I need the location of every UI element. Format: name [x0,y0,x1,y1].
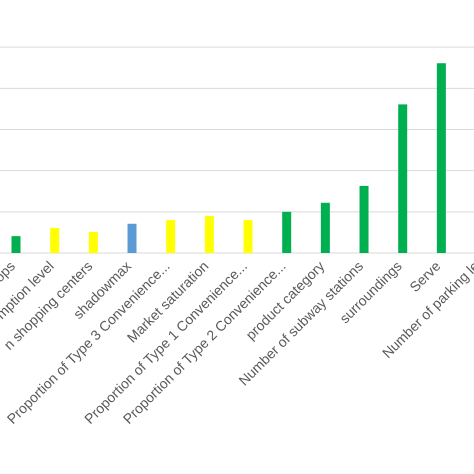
bar [243,220,253,253]
bar [127,223,137,253]
bar [88,232,98,253]
bar [320,202,330,253]
bar [359,185,369,253]
bar [282,211,292,253]
bar [204,215,214,253]
bar [50,227,60,253]
bar [436,63,446,254]
bar [166,220,176,253]
bar [11,236,21,253]
bar [398,104,408,253]
